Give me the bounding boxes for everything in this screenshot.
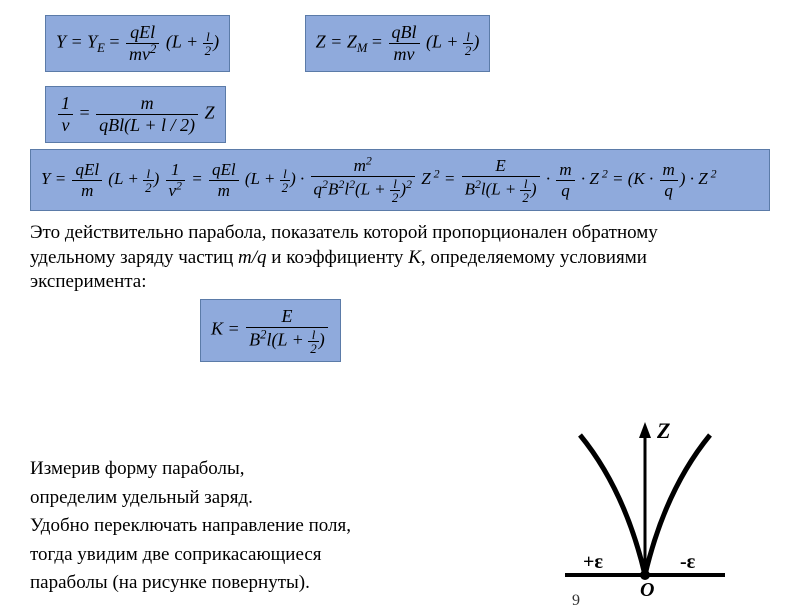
para-line-e: эксперимента: xyxy=(30,271,147,292)
z-axis-label: Z xyxy=(656,420,670,443)
equation-Y: Y = YE = qElmv2 (L + l2) xyxy=(45,15,230,72)
explanation-paragraph: Это действительно парабола, показатель к… xyxy=(30,221,770,295)
bottom-line-2: определим удельный заряд. xyxy=(30,484,480,513)
equation-inv-v: 1v = mqBl(L + l / 2) Z xyxy=(45,86,226,143)
parabola-diagram: Z +ɛ -ɛ O xyxy=(545,420,745,600)
bottom-line-4: тогда увидим две соприкасающиеся xyxy=(30,541,480,570)
equation-row-2: 1v = mqBl(L + l / 2) Z xyxy=(45,86,800,143)
para-K: K xyxy=(408,247,421,268)
equation-Z: Z = ZM = qBlmv (L + l2) xyxy=(305,15,491,72)
equation-derivation: Y = qElm (L + l2) 1v2 = qElm (L + l2) · … xyxy=(30,149,770,211)
origin-label: O xyxy=(640,579,654,600)
para-line-c: и коэффициенту xyxy=(267,247,409,268)
equation-row-1: Y = YE = qElmv2 (L + l2) Z = ZM = qBlmv … xyxy=(45,15,800,72)
para-line-d: , определяемому условиями xyxy=(421,247,647,268)
eq1-lhs: Y = Y xyxy=(56,32,97,52)
parabola-svg: Z +ɛ -ɛ O xyxy=(545,420,745,600)
bottom-line-3: Удобно переключать направление поля, xyxy=(30,512,480,541)
eq2-lhs: Z = Z xyxy=(316,32,357,52)
minus-eps-label: -ɛ xyxy=(680,551,696,573)
bottom-paragraph: Измерив форму параболы, определим удельн… xyxy=(30,455,480,598)
para-line-b: удельному заряду частиц xyxy=(30,247,238,268)
equation-K: K = EB2l(L + l2) xyxy=(200,299,341,362)
bottom-line-1: Измерив форму параболы, xyxy=(30,455,480,484)
page-number: 9 xyxy=(572,592,580,610)
plus-eps-label: +ɛ xyxy=(583,551,603,573)
para-mq: m/q xyxy=(238,247,267,268)
equation-K-wrapper: K = EB2l(L + l2) xyxy=(200,299,800,362)
bottom-line-5: параболы (на рисунке повернуты). xyxy=(30,569,480,598)
para-line-a: Это действительно парабола, показатель к… xyxy=(30,222,658,243)
